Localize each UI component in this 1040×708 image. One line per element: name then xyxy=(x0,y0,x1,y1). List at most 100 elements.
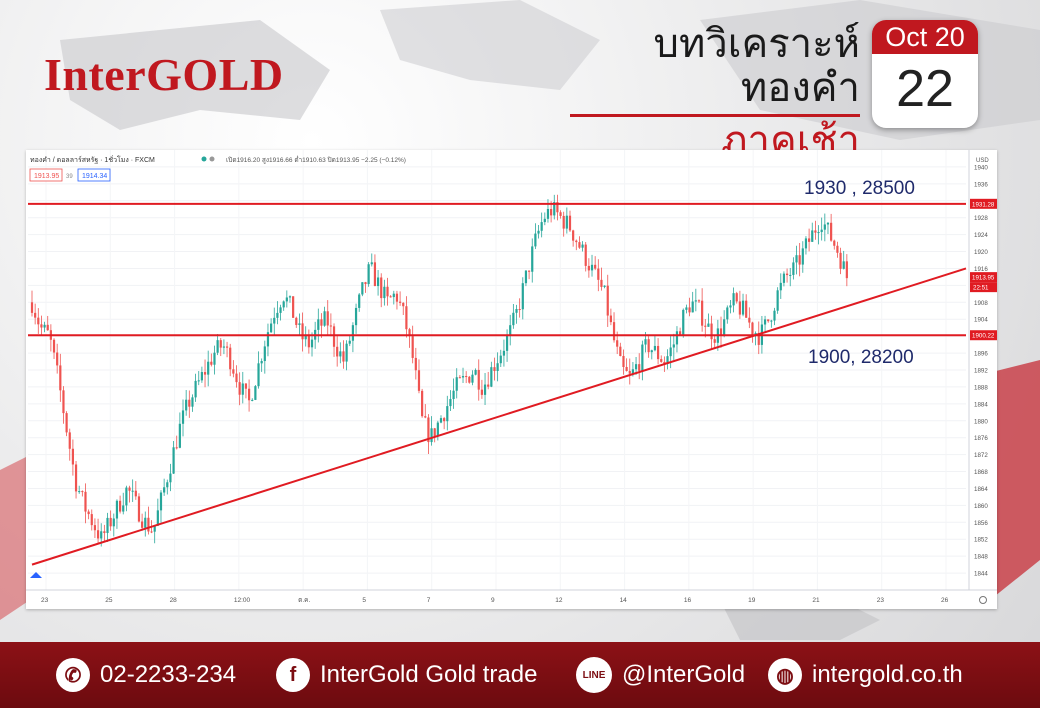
level-annotation-bottom: 1900, 28200 xyxy=(808,347,914,368)
x-tick-label: 12:00 xyxy=(234,597,251,604)
candle-body xyxy=(568,215,572,231)
chart-candles xyxy=(30,194,848,547)
candle-body xyxy=(600,279,603,287)
candle-body xyxy=(656,345,660,360)
candle-body xyxy=(329,325,332,327)
candle-body xyxy=(361,282,364,295)
candle-body xyxy=(339,351,342,357)
candle-body xyxy=(131,490,134,492)
candle-body xyxy=(216,340,219,353)
candle-body xyxy=(512,312,515,326)
candle-body xyxy=(326,311,329,326)
calendar-month: Oct 20 xyxy=(872,20,978,54)
currency-label: USD xyxy=(976,158,989,164)
market-open-icon xyxy=(201,156,207,162)
sell-box[interactable] xyxy=(29,168,63,182)
candle-body xyxy=(839,252,842,269)
candle-body xyxy=(207,361,210,375)
candle-body xyxy=(540,222,543,231)
globe-icon: ◍ xyxy=(768,658,802,692)
candle-body xyxy=(118,500,122,512)
candle-body xyxy=(688,307,691,313)
intergold-logo: InterGOLD xyxy=(44,49,284,100)
legend-ohlc: เปิด1916.20 สูง1916.66 ต่ำ1910.63 ปิด191… xyxy=(226,155,406,164)
title-underline xyxy=(570,114,860,117)
x-tick-label: 25 xyxy=(105,597,113,604)
candle-body xyxy=(723,319,726,336)
candle-body xyxy=(830,222,833,241)
candle-body xyxy=(436,422,439,437)
price-label-box xyxy=(970,330,997,341)
candle-body xyxy=(166,482,169,488)
y-tick-label: 1892 xyxy=(974,368,988,375)
candle-body xyxy=(30,302,34,313)
candle-body xyxy=(197,380,200,382)
y-tick-label: 1888 xyxy=(974,384,988,391)
candle-body xyxy=(820,229,823,233)
buy-box[interactable] xyxy=(77,168,111,182)
candle-body xyxy=(660,359,663,362)
candle-body xyxy=(288,296,292,298)
candle-body xyxy=(499,355,502,364)
candle-body xyxy=(270,323,273,333)
level-annotation-top: 1930 , 28500 xyxy=(804,178,915,199)
candle-body xyxy=(738,301,741,315)
candle-body xyxy=(701,300,704,326)
candle-body xyxy=(351,325,355,341)
candle-body xyxy=(191,397,194,407)
footer-website[interactable]: ◍ intergold.co.th xyxy=(768,642,963,708)
candle-body xyxy=(40,324,43,328)
candle-body xyxy=(710,323,713,340)
candle-body xyxy=(59,365,62,391)
settings-gear-icon[interactable] xyxy=(979,596,987,604)
candle-body xyxy=(518,309,521,311)
legend-eye-icon[interactable] xyxy=(209,156,215,162)
candle-body xyxy=(417,370,421,391)
candle-body xyxy=(543,218,546,223)
candle-body xyxy=(100,531,103,539)
candle-body xyxy=(550,208,553,216)
alert-icon[interactable] xyxy=(30,572,42,578)
ask-price: 1914.34 xyxy=(82,173,107,180)
candle-body xyxy=(704,325,707,327)
candle-body xyxy=(141,521,144,528)
candle-body xyxy=(232,369,235,374)
candle-body xyxy=(430,428,433,443)
candle-body xyxy=(814,230,817,233)
candle-body xyxy=(380,277,383,299)
candle-body xyxy=(292,296,295,318)
candle-body xyxy=(575,240,578,243)
price-label: 1913.95 xyxy=(972,275,995,282)
candle-body xyxy=(443,418,446,422)
candle-body xyxy=(559,212,562,216)
legend-symbol[interactable]: ทองคำ / ดอลลาร์สหรัฐ · 1ชั่วโมง · FXCM xyxy=(30,155,155,164)
candle-body xyxy=(62,390,65,414)
y-tick-label: 1852 xyxy=(974,537,988,544)
candle-body xyxy=(606,285,609,316)
candle-body xyxy=(210,361,213,365)
candle-body xyxy=(823,224,826,230)
candle-body xyxy=(433,428,436,437)
facebook-icon: f xyxy=(276,658,310,692)
y-tick-label: 1896 xyxy=(974,351,988,358)
candle-body xyxy=(405,306,408,330)
candle-body xyxy=(691,301,694,313)
candle-body xyxy=(336,346,339,357)
candle-body xyxy=(694,300,697,302)
footer-facebook[interactable]: f InterGold Gold trade xyxy=(276,642,537,708)
candle-body xyxy=(213,352,216,365)
candle-body xyxy=(188,399,191,407)
candle-body xyxy=(354,307,358,326)
footer-phone[interactable]: ✆ 02-2233-234 xyxy=(56,642,236,708)
candle-body xyxy=(537,230,540,234)
footer-line[interactable]: LINE @InterGold xyxy=(576,642,745,708)
candle-body xyxy=(757,333,760,345)
candle-body xyxy=(43,324,46,328)
candle-body xyxy=(219,340,222,348)
candle-body xyxy=(754,333,757,335)
line-id: @InterGold xyxy=(622,661,746,688)
candle-body xyxy=(125,487,128,506)
candle-body xyxy=(817,232,820,234)
x-tick-label: 19 xyxy=(748,597,756,604)
